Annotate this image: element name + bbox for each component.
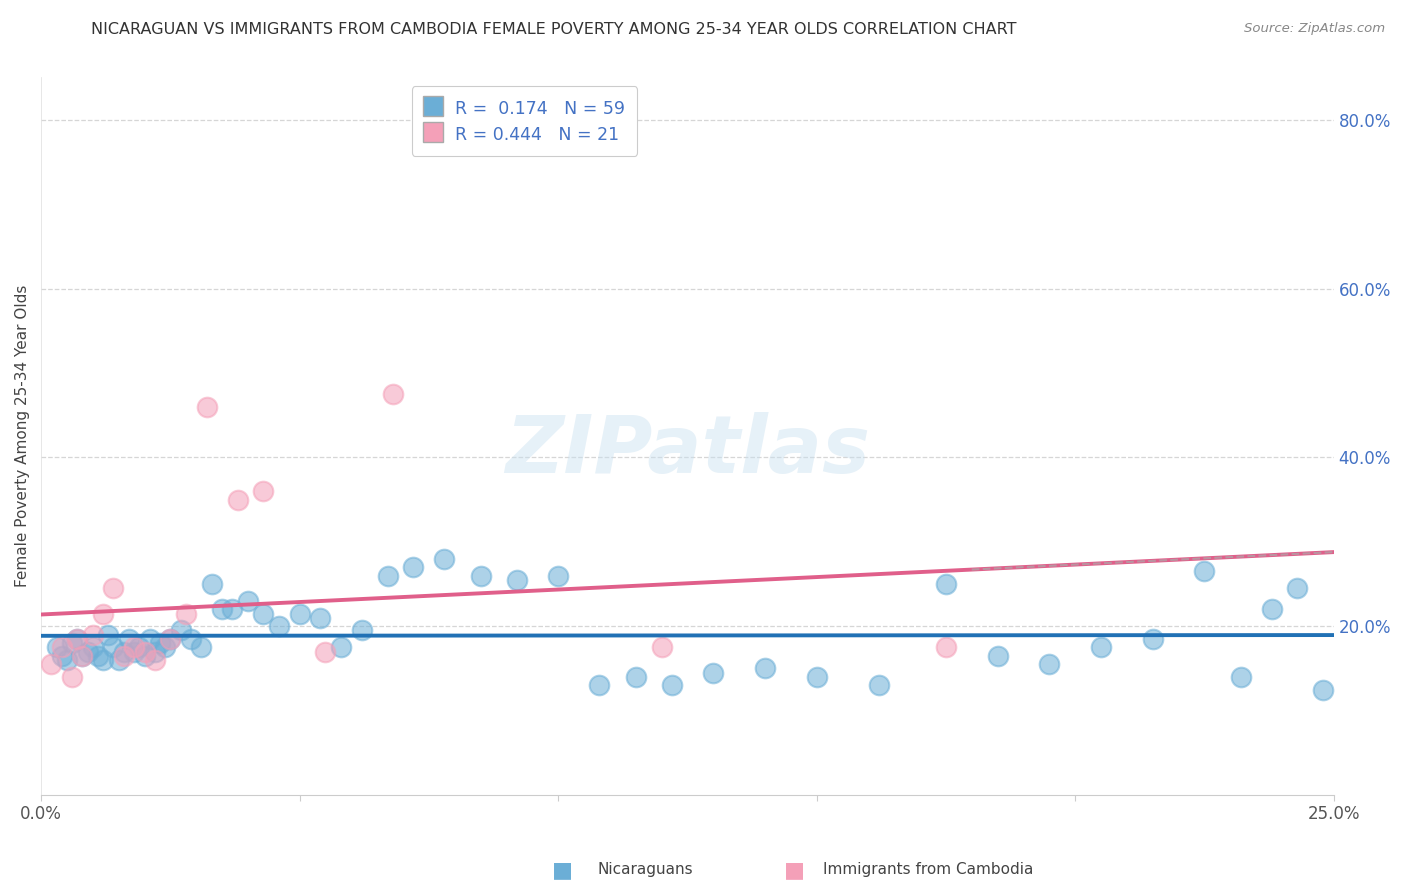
- Point: [201, 577, 224, 591]
- Text: Nicaraguans: Nicaraguans: [598, 863, 693, 877]
- Point: [180, 632, 202, 646]
- Point: [433, 551, 456, 566]
- Point: [935, 640, 957, 655]
- Point: [56, 653, 79, 667]
- Point: [868, 678, 890, 692]
- Point: [51, 648, 73, 663]
- Point: [806, 670, 828, 684]
- Point: [252, 484, 274, 499]
- Text: ZIPatlas: ZIPatlas: [505, 411, 870, 490]
- Point: [288, 607, 311, 621]
- Point: [402, 560, 425, 574]
- Point: [195, 400, 218, 414]
- Point: [112, 644, 135, 658]
- Point: [82, 640, 104, 655]
- Point: [174, 607, 197, 621]
- Point: [547, 568, 569, 582]
- Point: [1229, 670, 1251, 684]
- Point: [66, 632, 89, 646]
- Legend: R =  0.174   N = 59, R = 0.444   N = 21: R = 0.174 N = 59, R = 0.444 N = 21: [412, 87, 637, 156]
- Point: [66, 632, 89, 646]
- Point: [754, 661, 776, 675]
- Point: [236, 594, 259, 608]
- Point: [381, 387, 404, 401]
- Point: [159, 632, 181, 646]
- Point: [470, 568, 492, 582]
- Point: [51, 640, 73, 655]
- Text: ■: ■: [785, 860, 804, 880]
- Point: [153, 640, 176, 655]
- Text: NICARAGUAN VS IMMIGRANTS FROM CAMBODIA FEMALE POVERTY AMONG 25-34 YEAR OLDS CORR: NICARAGUAN VS IMMIGRANTS FROM CAMBODIA F…: [91, 22, 1017, 37]
- Point: [60, 670, 83, 684]
- Y-axis label: Female Poverty Among 25-34 Year Olds: Female Poverty Among 25-34 Year Olds: [15, 285, 30, 588]
- Point: [60, 636, 83, 650]
- Point: [309, 611, 332, 625]
- Point: [122, 640, 145, 655]
- Point: [702, 665, 724, 680]
- Point: [1142, 632, 1164, 646]
- Point: [138, 632, 160, 646]
- Point: [651, 640, 673, 655]
- Point: [252, 607, 274, 621]
- Point: [588, 678, 610, 692]
- Point: [1090, 640, 1112, 655]
- Point: [143, 653, 166, 667]
- Point: [1312, 682, 1334, 697]
- Point: [134, 648, 156, 663]
- Point: [211, 602, 233, 616]
- Point: [159, 632, 181, 646]
- Text: Immigrants from Cambodia: Immigrants from Cambodia: [823, 863, 1033, 877]
- Point: [91, 607, 114, 621]
- Point: [143, 644, 166, 658]
- Point: [624, 670, 647, 684]
- Point: [72, 648, 94, 663]
- Point: [226, 492, 249, 507]
- Point: [112, 648, 135, 663]
- Point: [377, 568, 399, 582]
- Point: [1038, 657, 1060, 672]
- Point: [82, 627, 104, 641]
- Point: [330, 640, 353, 655]
- Point: [1260, 602, 1282, 616]
- Point: [267, 619, 290, 633]
- Point: [987, 648, 1010, 663]
- Point: [1286, 581, 1309, 595]
- Point: [41, 657, 63, 672]
- Point: [506, 573, 529, 587]
- Point: [103, 581, 125, 595]
- Point: [128, 640, 150, 655]
- Point: [118, 632, 141, 646]
- Point: [87, 648, 110, 663]
- Point: [72, 648, 94, 663]
- Point: [314, 644, 336, 658]
- Point: [91, 653, 114, 667]
- Point: [122, 644, 145, 658]
- Text: Source: ZipAtlas.com: Source: ZipAtlas.com: [1244, 22, 1385, 36]
- Point: [170, 624, 193, 638]
- Point: [350, 624, 373, 638]
- Point: [97, 627, 120, 641]
- Point: [935, 577, 957, 591]
- Point: [45, 640, 67, 655]
- Point: [190, 640, 212, 655]
- Point: [1194, 565, 1216, 579]
- Text: ■: ■: [553, 860, 572, 880]
- Point: [107, 653, 129, 667]
- Point: [134, 644, 156, 658]
- Point: [661, 678, 683, 692]
- Point: [149, 636, 172, 650]
- Point: [76, 644, 98, 658]
- Point: [103, 640, 125, 655]
- Point: [221, 602, 243, 616]
